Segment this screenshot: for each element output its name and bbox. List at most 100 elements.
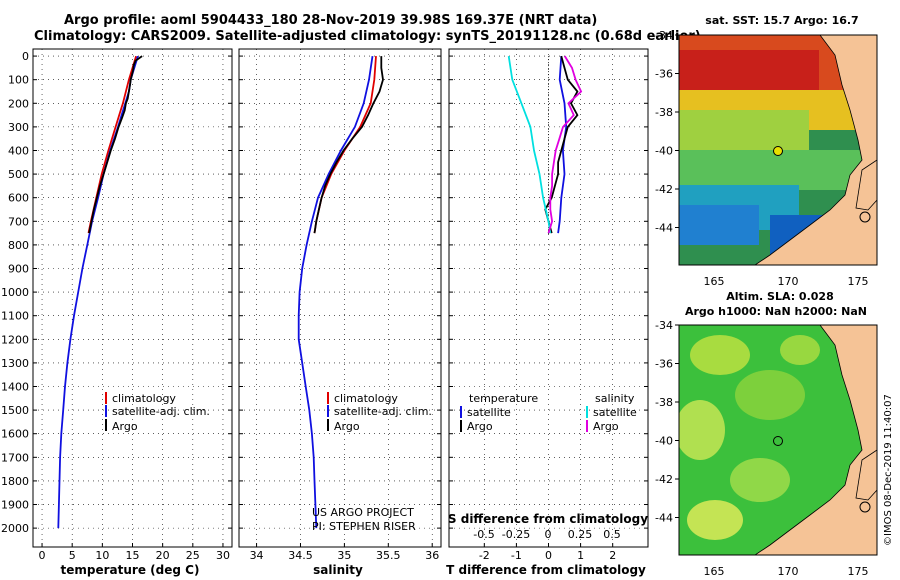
temperature-panel-frame — [32, 48, 233, 548]
x-tick-label: 20 — [156, 549, 170, 562]
salinity-xlabel: salinity — [313, 563, 363, 577]
map-lon-label: 170 — [778, 565, 799, 578]
pressure-tick-label: 900 — [8, 262, 29, 275]
temperature-xlabel: temperature (deg C) — [61, 563, 200, 577]
pi-annotation: PI: STEPHEN RISER — [312, 520, 416, 533]
x-tick-label: 5 — [69, 549, 76, 562]
map-lon-label: 175 — [848, 565, 869, 578]
map-lat-label: -36 — [655, 358, 673, 371]
argo-position-marker-top — [773, 146, 783, 156]
x-tick-label: 10 — [95, 549, 109, 562]
difference-panel-frame — [448, 48, 649, 548]
diff-legend-salinity-header: salinity — [595, 392, 635, 405]
x-tick-label: 30 — [216, 549, 230, 562]
argo-height-title: Argo h1000: NaN h2000: NaN — [685, 305, 867, 318]
series-line-temperature-argo — [544, 55, 579, 234]
series-line-salinity-satellite — [507, 55, 552, 234]
temp-legend-satellite: satellite-adj. clim. — [112, 405, 210, 418]
pressure-tick-label: 2000 — [1, 522, 29, 535]
difference-xlabel: T difference from climatology — [446, 563, 646, 577]
pressure-tick-label: 0 — [22, 50, 29, 63]
x-tick-label: 15 — [126, 549, 140, 562]
new-zealand-land-bottom — [754, 325, 877, 555]
map-lon-label: 165 — [704, 275, 725, 288]
map-lon-label: 175 — [848, 275, 869, 288]
map-lat-label: -42 — [655, 473, 673, 486]
pressure-tick-label: 1000 — [1, 286, 29, 299]
map-lat-label: -44 — [655, 222, 673, 235]
diff-legend-temp-satellite: satellite — [467, 406, 511, 419]
pressure-tick-label: 1800 — [1, 475, 29, 488]
pressure-tick-label: 700 — [8, 215, 29, 228]
pressure-tick-label: 400 — [8, 144, 29, 157]
argo-marker-secondary-bottom — [859, 501, 871, 513]
x-tick-label: 0 — [39, 549, 46, 562]
map-lat-label: -34 — [655, 319, 673, 332]
x-tick-label: -2 — [479, 549, 490, 562]
map-lon-label: 170 — [778, 275, 799, 288]
series-line-satellite-adj-clim- — [297, 55, 374, 529]
pressure-tick-label: 600 — [8, 192, 29, 205]
pressure-tick-label: 200 — [8, 97, 29, 110]
pressure-tick-label: 1200 — [1, 333, 29, 346]
s-diff-tick-label: -0.25 — [502, 528, 530, 541]
sal-legend-climatology: climatology — [334, 392, 398, 405]
map-lat-label: -34 — [655, 29, 673, 42]
x-tick-label: 0 — [545, 549, 552, 562]
x-tick-label: 1 — [577, 549, 584, 562]
s-difference-label: S difference from climatology — [448, 512, 648, 526]
chart-title-line2: Climatology: CARS2009. Satellite-adjuste… — [34, 29, 701, 44]
diff-legend-temp-argo: Argo — [467, 420, 493, 433]
s-diff-tick-label: 0 — [545, 528, 552, 541]
map-lat-label: -38 — [655, 106, 673, 119]
x-tick-label: 34 — [250, 549, 264, 562]
temp-legend-climatology: climatology — [112, 392, 176, 405]
argo-marker-secondary-top — [859, 211, 871, 223]
map-lat-label: -44 — [655, 512, 673, 525]
sla-map — [679, 325, 877, 555]
x-tick-label: 25 — [186, 549, 200, 562]
sla-map-title: Altim. SLA: 0.028 — [726, 290, 833, 303]
sal-legend-satellite: satellite-adj. clim. — [334, 405, 432, 418]
map-lon-label: 165 — [704, 565, 725, 578]
diff-legend-sal-satellite: satellite — [593, 406, 637, 419]
x-tick-label: 2 — [609, 549, 616, 562]
s-diff-tick-label: 0.25 — [568, 528, 593, 541]
s-diff-tick-label: 0.5 — [603, 528, 621, 541]
argo-position-marker-bottom — [773, 436, 783, 446]
pressure-tick-label: 1900 — [1, 499, 29, 512]
pressure-tick-label: 800 — [8, 239, 29, 252]
pressure-tick-label: 100 — [8, 74, 29, 87]
x-tick-label: 34.5 — [288, 549, 313, 562]
series-line-argo — [313, 56, 384, 234]
map-lat-label: -42 — [655, 183, 673, 196]
sst-map-title: sat. SST: 15.7 Argo: 16.7 — [705, 14, 858, 27]
x-tick-label: 35.5 — [376, 549, 401, 562]
pressure-tick-label: 300 — [8, 121, 29, 134]
series-line-temperature-satellite — [557, 56, 568, 234]
diff-legend-sal-argo: Argo — [593, 420, 619, 433]
project-annotation: US ARGO PROJECT — [312, 506, 414, 519]
temp-legend-argo: Argo — [112, 420, 138, 433]
chart-title-line1: Argo profile: aoml 5904433_180 28-Nov-20… — [64, 13, 598, 28]
map-lat-label: -40 — [655, 435, 673, 448]
pressure-tick-label: 500 — [8, 168, 29, 181]
map-lat-label: -36 — [655, 68, 673, 81]
salinity-panel-frame — [238, 48, 442, 548]
pressure-tick-label: 1600 — [1, 428, 29, 441]
series-line-argo — [88, 55, 143, 234]
pressure-tick-label: 1100 — [1, 310, 29, 323]
pressure-tick-label: 1300 — [1, 357, 29, 370]
sal-legend-argo: Argo — [334, 420, 360, 433]
pressure-tick-label: 1400 — [1, 381, 29, 394]
series-line-salinity-argo — [547, 55, 583, 234]
imos-timestamp: ©IMOS 08-Dec-2019 11:40:07 — [883, 394, 894, 546]
s-diff-tick-label: -0.5 — [473, 528, 494, 541]
map-lat-label: -38 — [655, 396, 673, 409]
x-tick-label: 36 — [425, 549, 439, 562]
diff-legend-temperature-header: temperature — [469, 392, 538, 405]
pressure-tick-label: 1700 — [1, 451, 29, 464]
pressure-tick-label: 1500 — [1, 404, 29, 417]
map-lat-label: -40 — [655, 145, 673, 158]
